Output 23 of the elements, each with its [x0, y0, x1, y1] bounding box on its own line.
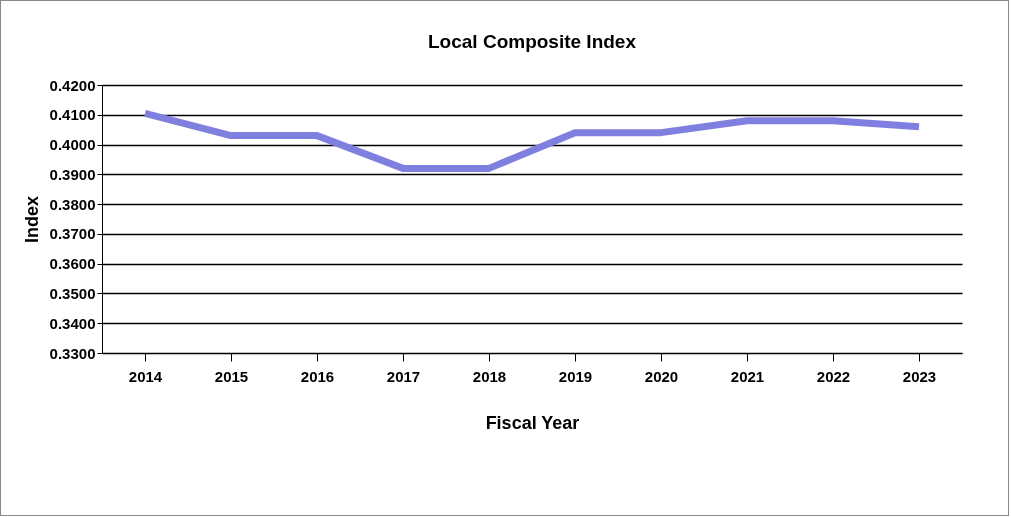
- y-tick-label: 0.4000: [49, 136, 96, 154]
- y-tick-label: 0.4100: [49, 106, 96, 124]
- x-tick-label: 2016: [300, 367, 335, 385]
- x-tick-label: 2022: [816, 367, 851, 385]
- x-tick-label: 2021: [730, 367, 765, 385]
- y-tick-label: 0.3500: [49, 284, 96, 302]
- x-tick-label: 2014: [128, 367, 163, 385]
- x-tick-label: 2019: [558, 367, 593, 385]
- y-tick-label: 0.3300: [49, 344, 96, 362]
- y-tick-label: 0.3800: [49, 195, 96, 213]
- x-tick-label: 2020: [644, 367, 679, 385]
- x-tick-label: 2017: [386, 367, 421, 385]
- x-tick-label: 2015: [214, 367, 249, 385]
- chart-title: Local Composite Index: [428, 31, 637, 52]
- y-axis-title: Index: [21, 195, 42, 244]
- x-tick-label: 2023: [902, 367, 937, 385]
- y-tick-label: 0.3900: [49, 165, 96, 183]
- y-tick-label: 0.3700: [49, 225, 96, 243]
- y-tick-label: 0.3400: [49, 314, 96, 332]
- y-tick-label: 0.3600: [49, 255, 96, 273]
- y-tick-label: 0.4200: [49, 76, 96, 94]
- x-tick-label: 2018: [472, 367, 507, 385]
- x-axis-title: Fiscal Year: [485, 412, 580, 433]
